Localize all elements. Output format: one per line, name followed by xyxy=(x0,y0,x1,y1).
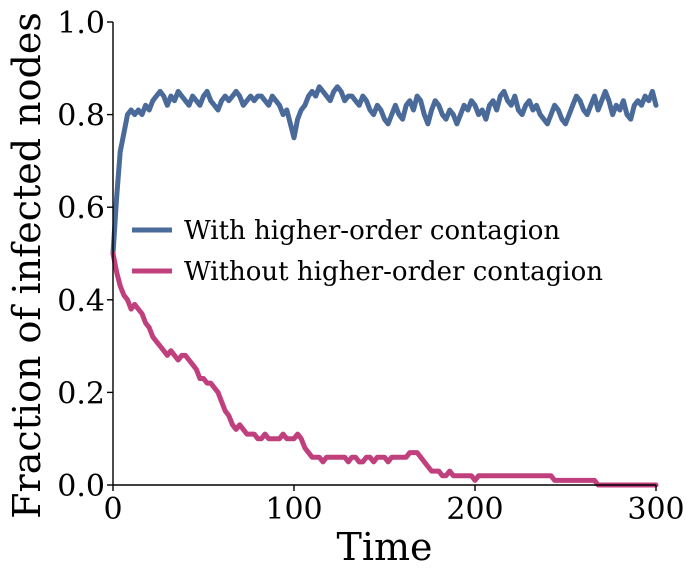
series-line-1 xyxy=(110,84,659,256)
y-tick-label: 0.6 xyxy=(57,191,105,226)
plot-lines xyxy=(110,84,659,488)
y-tick-label: 0.2 xyxy=(57,376,105,411)
y-ticks: 0.0 0.2 0.4 0.6 0.8 1.0 xyxy=(57,6,113,504)
legend-label: Without higher-order contagion xyxy=(184,257,603,287)
legend-label: With higher-order contagion xyxy=(184,216,560,246)
axes xyxy=(112,22,656,486)
y-axis-title: Fraction of infected nodes xyxy=(5,12,49,519)
legend: With higher-order contagion Without highe… xyxy=(132,216,603,287)
y-tick-label: 0.4 xyxy=(57,284,105,319)
x-ticks: 0 100 200 300 xyxy=(103,485,685,527)
x-tick-label: 100 xyxy=(265,492,322,527)
x-axis-title: Time xyxy=(336,525,432,569)
y-tick-label: 1.0 xyxy=(57,6,105,41)
y-tick-label: 0.0 xyxy=(57,469,105,504)
y-tick-label: 0.8 xyxy=(57,99,105,134)
series-line-2 xyxy=(110,251,659,488)
x-tick-label: 300 xyxy=(627,492,684,527)
x-tick-label: 200 xyxy=(446,492,503,527)
x-tick-label: 0 xyxy=(103,492,122,527)
